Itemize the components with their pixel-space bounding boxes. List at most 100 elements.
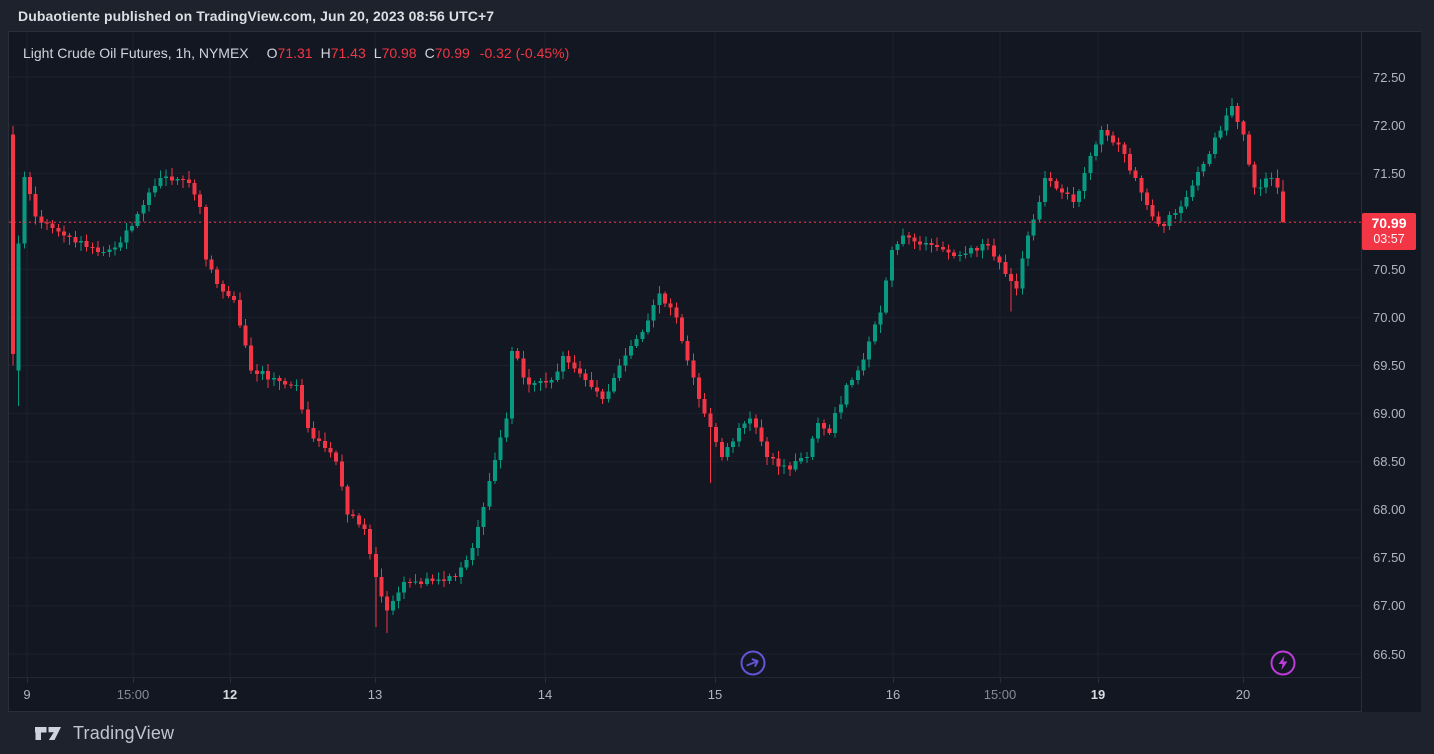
candle-body [1235, 105, 1240, 122]
candle-body [1241, 121, 1246, 135]
candle-body [441, 579, 446, 581]
candle-body [663, 293, 667, 304]
candle-wick [454, 573, 456, 581]
candle-body [1077, 191, 1081, 202]
price-chart[interactable] [9, 32, 1361, 677]
candle-body [124, 230, 129, 243]
price-axis-label: 70.50 [1373, 262, 1406, 277]
candle-wick [46, 219, 48, 230]
candle-body [731, 441, 736, 448]
candle-body [861, 359, 866, 371]
candle-body [1071, 194, 1076, 203]
candle-body [186, 179, 191, 183]
time-tick [893, 678, 894, 683]
candle-body [844, 384, 849, 405]
candle-body [702, 399, 707, 414]
price-axis-label: 67.00 [1373, 598, 1406, 613]
arrow-right-icon[interactable] [740, 650, 766, 676]
candle-body [1145, 192, 1149, 206]
candle-body [912, 237, 917, 242]
candle-body [838, 404, 843, 413]
candle-body [1201, 164, 1206, 172]
candle-body [1082, 173, 1087, 192]
candle-wick [182, 175, 184, 188]
candle-body [963, 253, 968, 255]
symbol-title[interactable]: Light Crude Oil Futures, 1h, NYMEX [23, 45, 249, 61]
candle-body [561, 355, 565, 372]
chart-pane[interactable]: Light Crude Oil Futures, 1h, NYMEX O71.3… [9, 32, 1361, 677]
candle-body [317, 438, 322, 441]
candle-body [1281, 191, 1286, 223]
candle-body [753, 418, 758, 428]
candle-body [923, 243, 928, 245]
price-axis[interactable]: 70.99 03:57 72.50 72.00 71.50 70.50 70.00 69.… [1361, 32, 1421, 712]
candle-body [544, 380, 548, 383]
candle-body [668, 303, 673, 308]
candle-wick [103, 246, 105, 256]
time-tick [1098, 678, 1099, 683]
candle-body [714, 427, 719, 443]
candle-wick [942, 241, 944, 252]
time-axis-label: 15:00 [983, 687, 1017, 702]
candle-body [305, 409, 310, 429]
candle-body [198, 194, 203, 207]
candle-body [1116, 142, 1121, 145]
candle-body [685, 341, 690, 361]
candle-body [288, 384, 293, 386]
time-axis-label: 12 [222, 687, 238, 702]
candle-body [73, 237, 78, 243]
candle-body [96, 247, 100, 253]
candle-body [583, 373, 588, 380]
candle-body [1173, 213, 1178, 216]
last-price-value: 70.99 [1371, 215, 1407, 231]
candle-body [872, 324, 877, 342]
candle-body [407, 581, 412, 583]
candle-body [113, 247, 118, 250]
candle-body [152, 186, 157, 193]
candle-body [634, 339, 639, 347]
candle-body [969, 248, 974, 254]
candle-body [782, 465, 787, 467]
time-tick [715, 678, 716, 683]
candle-body [612, 378, 616, 392]
tradingview-logo-icon[interactable] [35, 725, 62, 742]
candle-body [986, 243, 991, 246]
candle-body [373, 554, 378, 577]
candle-body [475, 527, 480, 549]
publish-text: Dubaotiente published on TradingView.com… [18, 7, 495, 24]
candle-body [810, 438, 815, 457]
candle-body [22, 177, 27, 244]
candle-wick [188, 171, 190, 188]
candle-body [84, 241, 89, 247]
lightning-icon[interactable] [1270, 650, 1296, 676]
candle-body [464, 559, 469, 568]
candle-body [1218, 130, 1223, 138]
candle-body [90, 246, 95, 248]
time-tick [230, 678, 231, 683]
candle-body [946, 249, 951, 253]
candle-body [424, 578, 429, 584]
candle-body [402, 581, 407, 593]
legend[interactable]: Light Crude Oil Futures, 1h, NYMEX O71.3… [23, 44, 569, 62]
candle-body [1275, 178, 1280, 188]
candle-body [1065, 192, 1070, 195]
candle-body [1020, 258, 1025, 289]
price-axis-label: 71.50 [1373, 166, 1406, 181]
candle-body [1008, 274, 1013, 281]
candle-body [492, 460, 497, 481]
time-axis-label: 15 [707, 687, 723, 702]
candle-body [135, 213, 140, 227]
candle-wick [91, 242, 93, 254]
low-value: L70.98 [373, 45, 417, 61]
candle-wick [1271, 172, 1273, 186]
candle-body [430, 578, 435, 581]
candle-body [974, 248, 979, 251]
time-axis[interactable]: 9 15:00 12 13 14 15 16 15:00 19 20 [9, 677, 1361, 713]
candle-body [1003, 262, 1008, 275]
candle-body [901, 235, 906, 244]
candle-body [1054, 181, 1059, 189]
candle-body [300, 384, 305, 410]
candle-body [600, 391, 605, 400]
brand-wordmark[interactable]: TradingView [73, 722, 175, 743]
candle-body [521, 358, 526, 378]
